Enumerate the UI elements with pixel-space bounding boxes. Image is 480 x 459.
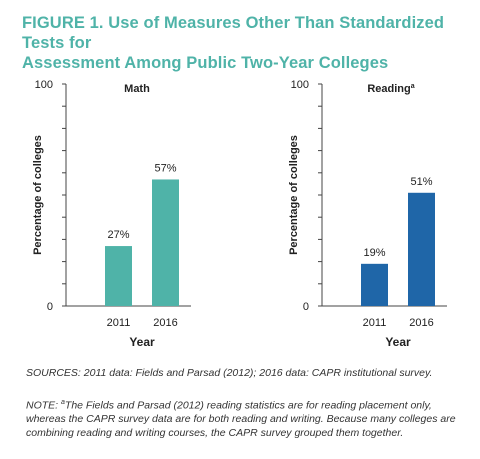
bar-2011 — [361, 263, 388, 306]
figure-title: FIGURE 1. Use of Measures Other Than Sta… — [22, 13, 472, 73]
x-tick-label: 2011 — [107, 317, 131, 329]
note-superscript-marker: a — [61, 399, 65, 406]
sources-text: SOURCES: 2011 data: Fields and Parsad (2… — [26, 367, 433, 379]
bar-value-label: 57% — [154, 162, 176, 174]
panel-title-superscript: a — [411, 83, 415, 90]
x-axis-label: Year — [129, 335, 155, 349]
math-chart: 100 0 Percentage of colleges Math 27% 2011 57%… — [32, 79, 191, 349]
panel-title-text: Math — [124, 83, 150, 95]
panel-title: Math — [124, 83, 150, 95]
bar-2016 — [408, 192, 435, 306]
y-axis-label: Percentage of colleges — [288, 135, 300, 255]
figure-title-line-1: FIGURE 1. Use of Measures Other Than Sta… — [22, 14, 445, 52]
x-tick-label: 2011 — [363, 317, 387, 329]
bar-2011 — [105, 246, 132, 306]
y-tick-label-max: 100 — [291, 79, 309, 91]
note-text: NOTE: aThe Fields and Parsad (2012) read… — [26, 396, 466, 440]
panel-title: Readinga — [367, 83, 414, 95]
note-prefix: NOTE: — [26, 399, 62, 412]
y-tick-label-zero: 0 — [303, 301, 309, 313]
y-tick-label-zero: 0 — [47, 301, 53, 313]
note-body: The Fields and Parsad (2012) reading sta… — [26, 399, 456, 439]
bar-value-label: 19% — [363, 247, 385, 259]
bar-value-label: 51% — [410, 176, 432, 188]
y-tick-label-max: 100 — [35, 79, 53, 91]
x-tick-label: 2016 — [153, 317, 177, 329]
figure-title-line-2: Assessment Among Public Two-Year College… — [22, 54, 389, 72]
y-axis-label: Percentage of colleges — [32, 135, 44, 255]
panel-title-text: Reading — [367, 83, 410, 95]
x-tick-label: 2016 — [409, 317, 433, 329]
reading-chart: 100 0 Percentage of colleges Readinga 19% 201… — [288, 79, 447, 349]
charts-area: 100 0 Percentage of colleges Math 27% 2011 57%… — [32, 79, 447, 349]
bar-2016 — [152, 179, 179, 306]
x-axis-label: Year — [385, 335, 411, 349]
bar-value-label: 27% — [107, 229, 129, 241]
